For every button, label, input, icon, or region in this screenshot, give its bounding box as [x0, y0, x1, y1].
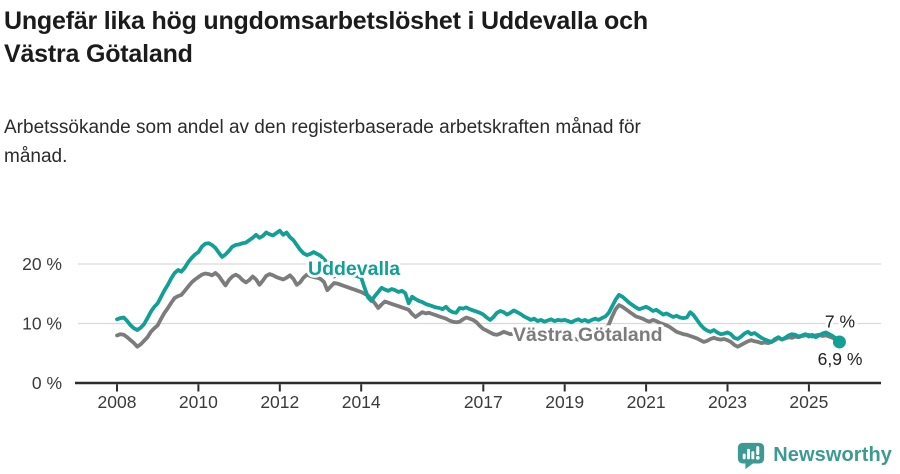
x-tick-label-2017: 2017: [464, 392, 503, 412]
brand-footer: Newsworthy: [736, 440, 892, 470]
x-tick-label-2014: 2014: [342, 392, 381, 412]
y-tick-label-10: 10 %: [22, 314, 62, 334]
line-chart: 2008 2010 2012 2014 2017 2019 2021 2023 2025 0 % 1…: [0, 195, 900, 435]
x-tick-label-2010: 2010: [179, 392, 218, 412]
page-subtitle-line1: Arbetssökande som andel av den registerb…: [4, 117, 641, 138]
page-title: Ungefär lika hög ungdomsarbetslöshet i U…: [4, 5, 896, 71]
y-tick-label-0: 0 %: [32, 373, 62, 393]
x-tick-label-2025: 2025: [789, 392, 828, 412]
page-title-line2: Västra Götaland: [4, 40, 193, 68]
page-subtitle: Arbetssökande som andel av den registerb…: [4, 113, 784, 171]
page-subtitle-line2: månad.: [4, 146, 68, 167]
chart-canvas: 2008 2010 2012 2014 2017 2019 2021 2023 2025 0 % 1…: [22, 228, 881, 412]
x-tick-label-2023: 2023: [708, 392, 747, 412]
x-tick-label-2008: 2008: [98, 392, 137, 412]
series-end-dot: [832, 335, 846, 349]
end-value-label-below: 6,9 %: [818, 349, 863, 369]
x-tick-label-2021: 2021: [627, 392, 666, 412]
series-line-uddevalla: [115, 228, 842, 344]
series-label-v-stra-g-taland: Västra Götaland: [513, 324, 663, 346]
brand-name: Newsworthy: [773, 443, 892, 466]
newsworthy-logo-icon: [738, 442, 765, 470]
end-value-label-above: 7 %: [825, 311, 855, 331]
x-tick-label-2019: 2019: [545, 392, 584, 412]
series-line-v-stra-g-taland: [115, 271, 842, 349]
series-label-uddevalla: Uddevalla: [308, 258, 400, 280]
y-tick-label-20: 20 %: [22, 254, 62, 274]
x-tick-label-2012: 2012: [260, 392, 299, 412]
page-title-line1: Ungefär lika hög ungdomsarbetslöshet i U…: [4, 7, 648, 35]
